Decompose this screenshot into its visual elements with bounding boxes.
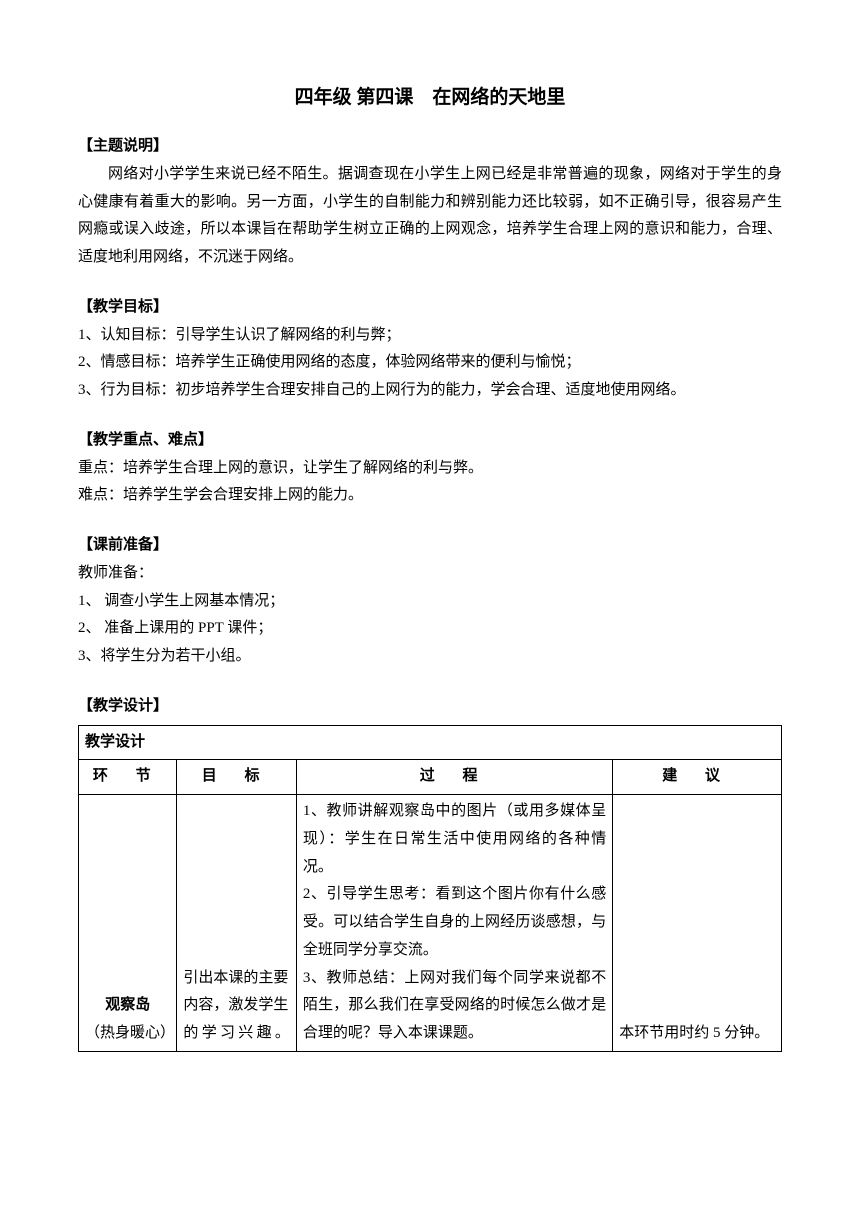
cell-suggestion: 本环节用时约 5 分钟。 xyxy=(613,795,782,1052)
keypoints-heading: 【教学重点、难点】 xyxy=(78,427,782,455)
goals-item-3: 3、行为目标：初步培养学生合理安排自己的上网行为的能力，学会合理、适度地使用网络… xyxy=(78,377,782,405)
document-title: 四年级 第四课 在网络的天地里 xyxy=(78,80,782,115)
goals-item-2: 2、情感目标：培养学生正确使用网络的态度，体验网络带来的便利与愉悦； xyxy=(78,349,782,377)
table-title-cell: 教学设计 xyxy=(79,725,782,760)
table-header-row: 环 节 目 标 过 程 建 议 xyxy=(79,760,782,795)
cell-process: 1、教师讲解观察岛中的图片（或用多媒体呈现）：学生在日常生活中使用网络的各种情况… xyxy=(296,795,612,1052)
prep-heading: 【课前准备】 xyxy=(78,532,782,560)
table-title-row: 教学设计 xyxy=(79,725,782,760)
keypoints-focus: 重点：培养学生合理上网的意识，让学生了解网络的利与弊。 xyxy=(78,455,782,483)
prep-item-1: 1、 调查小学生上网基本情况； xyxy=(78,588,782,616)
col-header-goal: 目 标 xyxy=(177,760,297,795)
table-row: 观察岛 （热身暖心） 引出本课的主要内容，激发学生的学习兴趣。 1、教师讲解观察… xyxy=(79,795,782,1052)
design-heading: 【教学设计】 xyxy=(78,693,782,721)
stage-sub-label: （热身暖心） xyxy=(85,1020,170,1048)
keypoints-difficulty: 难点：培养学生学会合理安排上网的能力。 xyxy=(78,482,782,510)
lesson-design-table: 教学设计 环 节 目 标 过 程 建 议 观察岛 （热身暖心） 引出本课的主要内… xyxy=(78,725,782,1052)
prep-lead: 教师准备： xyxy=(78,560,782,588)
col-header-suggestion: 建 议 xyxy=(613,760,782,795)
col-header-stage: 环 节 xyxy=(79,760,177,795)
stage-main-label: 观察岛 xyxy=(85,992,170,1020)
goals-heading: 【教学目标】 xyxy=(78,294,782,322)
prep-item-3: 3、将学生分为若干小组。 xyxy=(78,643,782,671)
theme-body: 网络对小学学生来说已经不陌生。据调查现在小学生上网已经是非常普遍的现象，网络对于… xyxy=(78,161,782,272)
goals-item-1: 1、认知目标：引导学生认识了解网络的利与弊； xyxy=(78,322,782,350)
cell-goal: 引出本课的主要内容，激发学生的学习兴趣。 xyxy=(177,795,297,1052)
col-header-process: 过 程 xyxy=(296,760,612,795)
prep-item-2: 2、 准备上课用的 PPT 课件； xyxy=(78,615,782,643)
theme-heading: 【主题说明】 xyxy=(78,133,782,161)
cell-stage: 观察岛 （热身暖心） xyxy=(79,795,177,1052)
